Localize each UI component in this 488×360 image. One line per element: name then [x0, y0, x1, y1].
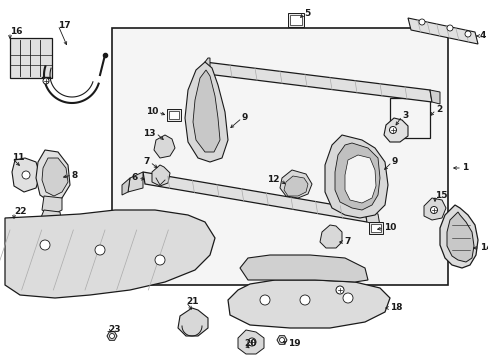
Circle shape [429, 207, 437, 213]
Circle shape [109, 333, 114, 338]
Polygon shape [10, 38, 52, 78]
Text: 17: 17 [58, 21, 70, 30]
Circle shape [40, 240, 50, 250]
Text: 8: 8 [72, 171, 78, 180]
Polygon shape [446, 212, 473, 262]
Polygon shape [12, 158, 40, 192]
Polygon shape [36, 150, 70, 202]
Text: 11: 11 [12, 153, 24, 162]
Text: 10: 10 [145, 108, 158, 117]
Text: 7: 7 [343, 238, 350, 247]
Circle shape [155, 255, 164, 265]
Text: 18: 18 [389, 303, 402, 312]
Polygon shape [383, 118, 407, 142]
Polygon shape [429, 90, 439, 104]
Text: 4: 4 [479, 31, 486, 40]
Polygon shape [142, 172, 366, 222]
Polygon shape [334, 143, 379, 210]
Polygon shape [345, 155, 375, 203]
Polygon shape [204, 62, 431, 102]
Polygon shape [184, 62, 227, 162]
Polygon shape [240, 255, 367, 282]
Polygon shape [128, 172, 142, 192]
Bar [370, 224, 380, 232]
Polygon shape [5, 210, 215, 298]
Polygon shape [154, 135, 175, 158]
Text: 6: 6 [131, 174, 138, 183]
Text: 13: 13 [143, 129, 156, 138]
Text: 21: 21 [185, 297, 198, 306]
Polygon shape [325, 135, 387, 218]
Bar [167, 109, 181, 121]
Polygon shape [284, 176, 307, 196]
Text: 14: 14 [479, 243, 488, 252]
Circle shape [279, 338, 284, 342]
Text: 19: 19 [287, 339, 300, 348]
Circle shape [464, 31, 470, 37]
Circle shape [418, 19, 424, 25]
Polygon shape [178, 308, 207, 336]
Polygon shape [193, 70, 220, 152]
Text: 2: 2 [435, 105, 441, 114]
Polygon shape [364, 210, 379, 226]
Text: 16: 16 [10, 27, 22, 36]
Circle shape [95, 245, 105, 255]
Polygon shape [439, 205, 477, 268]
Polygon shape [38, 210, 62, 235]
Text: 23: 23 [108, 325, 120, 334]
Bar [112, 28, 447, 285]
Bar [169, 111, 179, 119]
Text: 9: 9 [391, 158, 398, 166]
Text: 7: 7 [143, 158, 150, 166]
Text: 1: 1 [461, 163, 468, 172]
Text: 5: 5 [304, 9, 309, 18]
Circle shape [335, 286, 343, 294]
Polygon shape [319, 225, 341, 248]
Circle shape [389, 126, 396, 134]
Polygon shape [276, 336, 286, 344]
Polygon shape [407, 18, 477, 44]
Polygon shape [42, 196, 62, 215]
Bar [287, 13, 304, 27]
Text: 10: 10 [383, 224, 396, 233]
Circle shape [43, 78, 49, 84]
Bar [368, 222, 382, 234]
Circle shape [446, 25, 452, 31]
Bar [289, 15, 302, 25]
Circle shape [247, 338, 256, 346]
Circle shape [299, 295, 309, 305]
Polygon shape [204, 58, 209, 75]
Circle shape [260, 295, 269, 305]
Polygon shape [152, 165, 170, 186]
Text: 20: 20 [244, 339, 256, 348]
Polygon shape [42, 158, 68, 196]
Polygon shape [227, 280, 389, 328]
Circle shape [22, 171, 30, 179]
Text: 3: 3 [401, 112, 407, 121]
Text: 15: 15 [434, 190, 447, 199]
Circle shape [342, 293, 352, 303]
Text: 22: 22 [14, 207, 26, 216]
Polygon shape [423, 198, 445, 220]
Polygon shape [280, 170, 311, 198]
Polygon shape [122, 178, 130, 195]
Polygon shape [107, 332, 117, 340]
Text: 12: 12 [267, 175, 280, 184]
Text: 9: 9 [242, 113, 248, 122]
Polygon shape [238, 330, 264, 354]
